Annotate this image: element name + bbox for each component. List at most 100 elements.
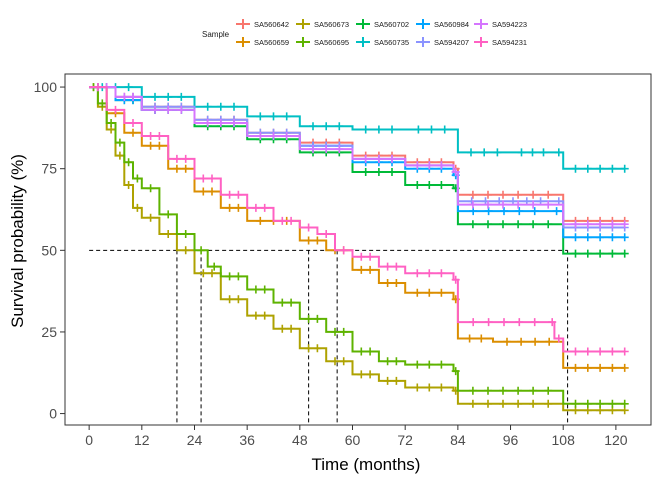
- censor-mark: [468, 200, 477, 209]
- censor-mark: [304, 223, 313, 232]
- censor-mark: [124, 181, 133, 189]
- censor-mark: [571, 164, 580, 173]
- censor-mark: [596, 347, 605, 356]
- censor-mark: [287, 298, 296, 307]
- censor-mark: [164, 92, 173, 101]
- legend-key: [236, 19, 250, 29]
- censor-mark: [477, 334, 486, 343]
- censor-mark: [500, 318, 508, 327]
- y-axis: 0 25 50 75 100: [34, 79, 65, 422]
- x-tick-label: 120: [604, 432, 628, 448]
- legend-item-sa560984: SA560984: [416, 19, 469, 29]
- x-tick-label: 60: [345, 432, 361, 448]
- censor-mark: [133, 174, 142, 183]
- legend-key: [416, 19, 430, 29]
- censor-mark: [596, 399, 605, 408]
- censor-mark: [517, 148, 526, 157]
- survival-curve: [89, 86, 625, 412]
- censor-mark: [151, 105, 159, 114]
- censor-mark: [107, 119, 116, 127]
- censor-mark: [514, 399, 523, 408]
- censor-mark: [313, 236, 322, 245]
- censor-mark: [304, 314, 313, 323]
- censor-mark: [529, 220, 538, 229]
- censor-mark: [571, 233, 580, 242]
- censor-mark: [499, 190, 507, 199]
- censor-mark: [129, 92, 137, 101]
- censor-mark: [544, 190, 553, 199]
- censor-mark: [544, 386, 553, 395]
- censor-mark: [467, 148, 475, 157]
- censor-mark: [571, 220, 580, 229]
- censor-mark: [608, 249, 617, 258]
- survival-curve: [89, 86, 625, 405]
- censor-mark: [596, 249, 605, 258]
- censor-mark: [124, 83, 133, 92]
- censor-mark: [468, 399, 477, 408]
- censor-mark: [620, 347, 629, 356]
- censor-mark: [465, 334, 474, 343]
- censor-mark: [151, 92, 159, 101]
- legend-label: SA560659: [254, 38, 289, 47]
- series-sa560695: [89, 83, 629, 408]
- censor-mark: [383, 357, 392, 366]
- censor-mark: [199, 174, 208, 183]
- x-tick-label: 48: [292, 432, 308, 448]
- censor-mark: [322, 122, 331, 131]
- censor-mark: [269, 132, 278, 140]
- censor-mark: [251, 285, 260, 294]
- censor-mark: [129, 128, 137, 137]
- censor-mark: [164, 230, 173, 238]
- censor-mark: [480, 148, 489, 157]
- censor-mark: [620, 164, 629, 173]
- censor-mark: [539, 148, 548, 157]
- censor-mark: [216, 102, 225, 111]
- legend-item-sa560702: SA560702: [356, 19, 409, 29]
- censor-mark: [208, 269, 216, 278]
- censor-mark: [499, 200, 507, 209]
- x-tick-label: 0: [85, 432, 93, 448]
- censor-mark: [514, 220, 523, 229]
- censor-mark: [530, 318, 539, 327]
- censor-mark: [199, 187, 208, 196]
- censor-mark: [234, 203, 243, 212]
- censor-mark: [339, 327, 348, 336]
- censor-mark: [210, 262, 219, 271]
- censor-mark: [361, 168, 370, 176]
- censor-mark: [503, 337, 511, 346]
- censor-mark: [366, 265, 375, 274]
- x-tick-label: 36: [239, 432, 255, 448]
- censor-mark: [339, 357, 348, 366]
- censor-mark: [499, 386, 507, 395]
- censor-mark: [425, 383, 434, 392]
- censor-mark: [517, 337, 526, 346]
- censor-mark: [468, 220, 477, 229]
- censor-mark: [583, 249, 592, 258]
- x-tick-label: 12: [134, 432, 150, 448]
- censor-mark: [437, 288, 446, 297]
- survival-curve: [89, 86, 625, 255]
- y-tick-label: 50: [41, 242, 57, 258]
- censor-mark: [500, 207, 508, 216]
- series-sa594223: [89, 83, 629, 229]
- censor-mark: [440, 125, 449, 134]
- censor-mark: [172, 154, 181, 163]
- censor-mark: [331, 327, 339, 336]
- censor-mark: [388, 154, 396, 163]
- censor-mark: [260, 285, 269, 294]
- censor-mark: [287, 216, 296, 225]
- legend-key: [296, 37, 310, 47]
- censor-mark: [544, 200, 553, 209]
- censor-mark: [451, 367, 460, 376]
- censor-mark: [468, 190, 477, 199]
- censor-mark: [98, 99, 107, 108]
- censor-mark: [208, 174, 216, 183]
- censor-mark: [335, 122, 344, 131]
- censor-mark: [392, 279, 401, 287]
- censor-mark: [529, 200, 538, 209]
- x-tick-label: 84: [450, 432, 466, 448]
- censor-mark: [554, 148, 563, 157]
- legend-key: [356, 37, 370, 47]
- censor-mark: [571, 399, 580, 408]
- censor-mark: [484, 190, 492, 199]
